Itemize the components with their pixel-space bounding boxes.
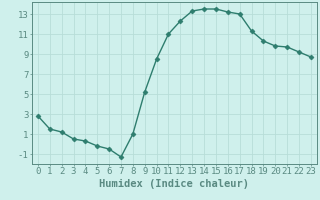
X-axis label: Humidex (Indice chaleur): Humidex (Indice chaleur): [100, 179, 249, 189]
